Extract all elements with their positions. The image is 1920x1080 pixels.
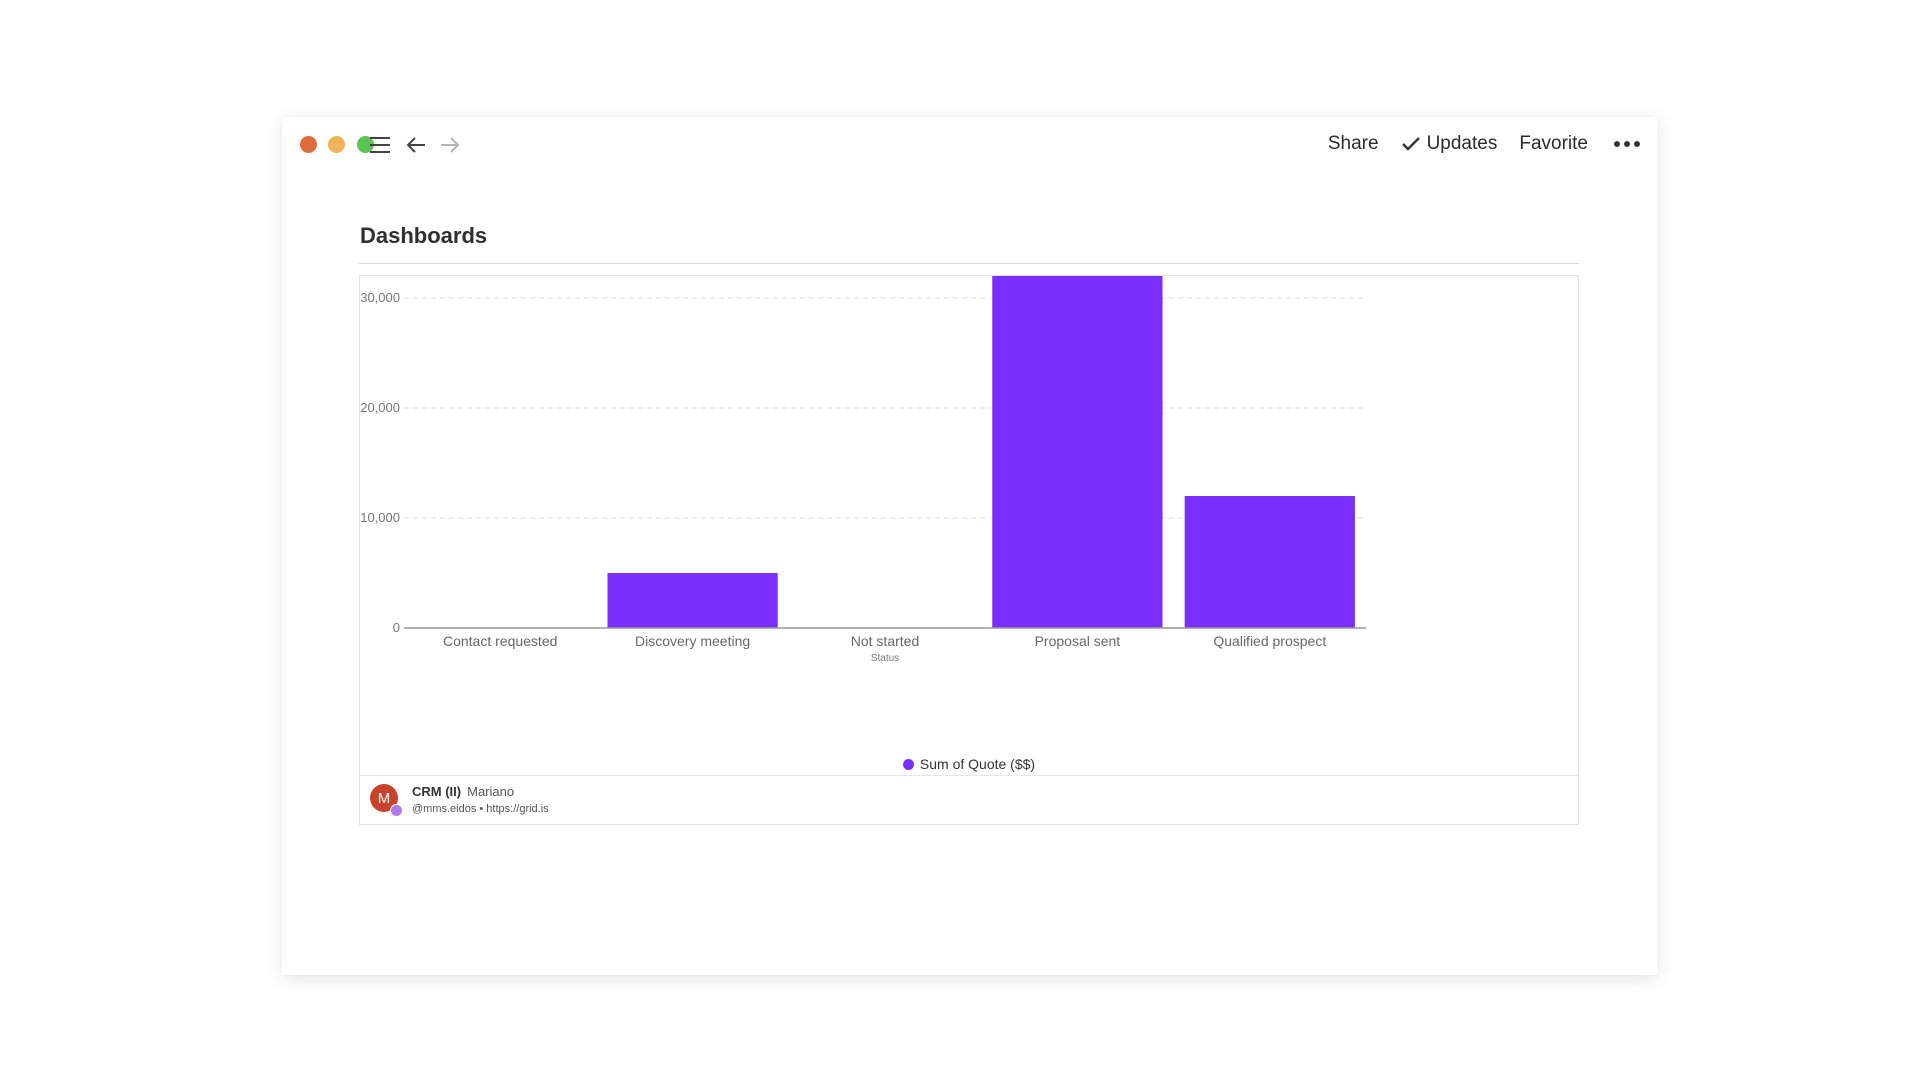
chart-card: 0 10,000 20,000 30,000 Contact requested Disc… (359, 275, 1579, 825)
hamburger-menu-icon[interactable] (366, 131, 394, 159)
legend-label: Sum of Quote ($$) (919, 756, 1036, 772)
y-tick-label: 20,000 (360, 400, 400, 415)
arrow-right-icon[interactable] (436, 131, 464, 159)
chart-legend: Sum of Quote ($$) (360, 756, 1578, 772)
legend-swatch (902, 758, 914, 770)
doc-meta: @mms.eidos • https://grid.is (412, 803, 549, 815)
x-tick-label: Proposal sent (1035, 633, 1121, 649)
bar-chart: 0 10,000 20,000 30,000 Contact requested Disc… (360, 276, 1366, 664)
app-window: Share Updates Favorite Dashboards 0 10,00… (282, 117, 1658, 975)
y-tick-label: 0 (393, 620, 400, 635)
updates-button[interactable]: Updates (1401, 133, 1498, 155)
avatar-initial: M (377, 789, 391, 807)
arrow-left-icon[interactable] (402, 131, 430, 159)
checkmark-icon (1401, 137, 1420, 151)
y-tick-label: 10,000 (360, 510, 400, 525)
x-tick-label: Contact requested (443, 633, 557, 649)
minimize-window-button[interactable] (328, 136, 345, 153)
bar-qualified-prospect[interactable] (1184, 496, 1355, 628)
title-divider (359, 263, 1579, 264)
more-dots-icon[interactable] (1610, 141, 1640, 147)
grid-badge-icon (390, 804, 403, 817)
maximize-window-button[interactable] (357, 136, 374, 153)
page-title: Dashboards (360, 223, 488, 248)
doc-name[interactable]: CRM (II) (412, 784, 462, 799)
title-bar: Share Updates Favorite (282, 117, 1658, 171)
favorite-button[interactable]: Favorite (1519, 133, 1588, 155)
doc-owner: Mariano (467, 784, 515, 799)
favorite-label: Favorite (1519, 133, 1588, 154)
updates-label: Updates (1426, 133, 1498, 154)
x-tick-label: Discovery meeting (635, 633, 750, 649)
x-tick-label: Not started (851, 633, 919, 649)
card-footer: M CRM (II) Mariano @mms.eidos • https://g… (360, 775, 1578, 824)
toolbar-actions: Share Updates Favorite (1328, 117, 1640, 171)
bar-proposal-sent[interactable] (992, 276, 1163, 628)
share-label: Share (1327, 133, 1379, 154)
y-tick-label: 30,000 (360, 290, 400, 305)
doc-info: CRM (II) Mariano (412, 784, 514, 799)
close-window-button[interactable] (300, 136, 317, 153)
x-axis-title: Status (871, 653, 899, 664)
share-button[interactable]: Share (1328, 133, 1379, 155)
bar-discovery-meeting[interactable] (607, 573, 778, 628)
avatar[interactable]: M (370, 784, 398, 812)
x-tick-label: Qualified prospect (1213, 633, 1326, 649)
